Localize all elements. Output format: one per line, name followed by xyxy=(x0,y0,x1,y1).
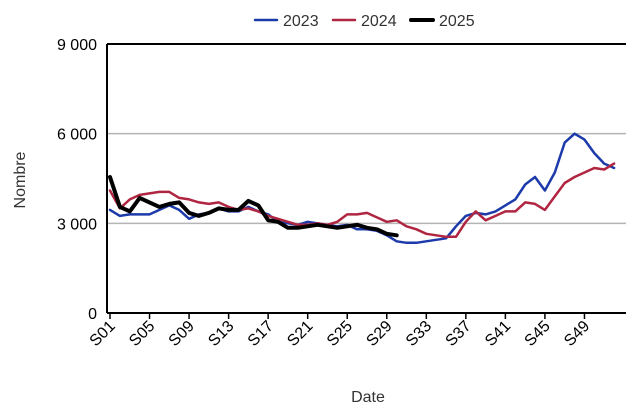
legend-label: 2025 xyxy=(439,13,475,30)
series-line-2024 xyxy=(108,162,616,239)
x-tick-label: S17 xyxy=(245,318,277,350)
x-tick-label: S41 xyxy=(482,318,514,350)
x-tick-label: S13 xyxy=(205,318,237,350)
legend-item-2024: 2024 xyxy=(331,13,397,30)
x-tick-label: S05 xyxy=(126,318,158,350)
x-tick-label: S33 xyxy=(403,318,435,350)
x-tick-label: S37 xyxy=(443,318,475,350)
y-axis-title: Nombre xyxy=(12,151,29,208)
series-line-2025 xyxy=(108,175,399,238)
grid-lines xyxy=(107,43,626,225)
legend-label: 2024 xyxy=(361,13,397,30)
x-tick-label: S21 xyxy=(284,318,316,350)
series-line-2023 xyxy=(108,132,616,245)
x-tick-label: S09 xyxy=(166,318,198,350)
x-tick-label: S25 xyxy=(324,318,356,350)
y-tick-labels: 0 3 000 6 000 9 000 xyxy=(57,37,97,323)
y-tick-label: 9 000 xyxy=(57,37,97,54)
series-layer xyxy=(108,132,616,245)
x-tick-label: S49 xyxy=(561,318,593,350)
legend-item-2023: 2023 xyxy=(253,13,319,30)
legend: 2023 2024 2025 xyxy=(253,13,475,30)
x-tick-label: S29 xyxy=(363,318,395,350)
y-tick-label: 6 000 xyxy=(57,127,97,144)
x-tick-label: S45 xyxy=(522,318,554,350)
y-tick-label: 0 xyxy=(88,306,97,323)
x-axis-title: Date xyxy=(351,389,385,403)
legend-item-2025: 2025 xyxy=(409,13,475,30)
axes xyxy=(106,44,626,314)
legend-label: 2023 xyxy=(283,13,319,30)
x-tick-labels: S01 S05 S09 S13 S17 S21 S25 S29 S33 S37 S41 S45 S49 xyxy=(87,313,593,350)
y-tick-label: 3 000 xyxy=(57,216,97,233)
